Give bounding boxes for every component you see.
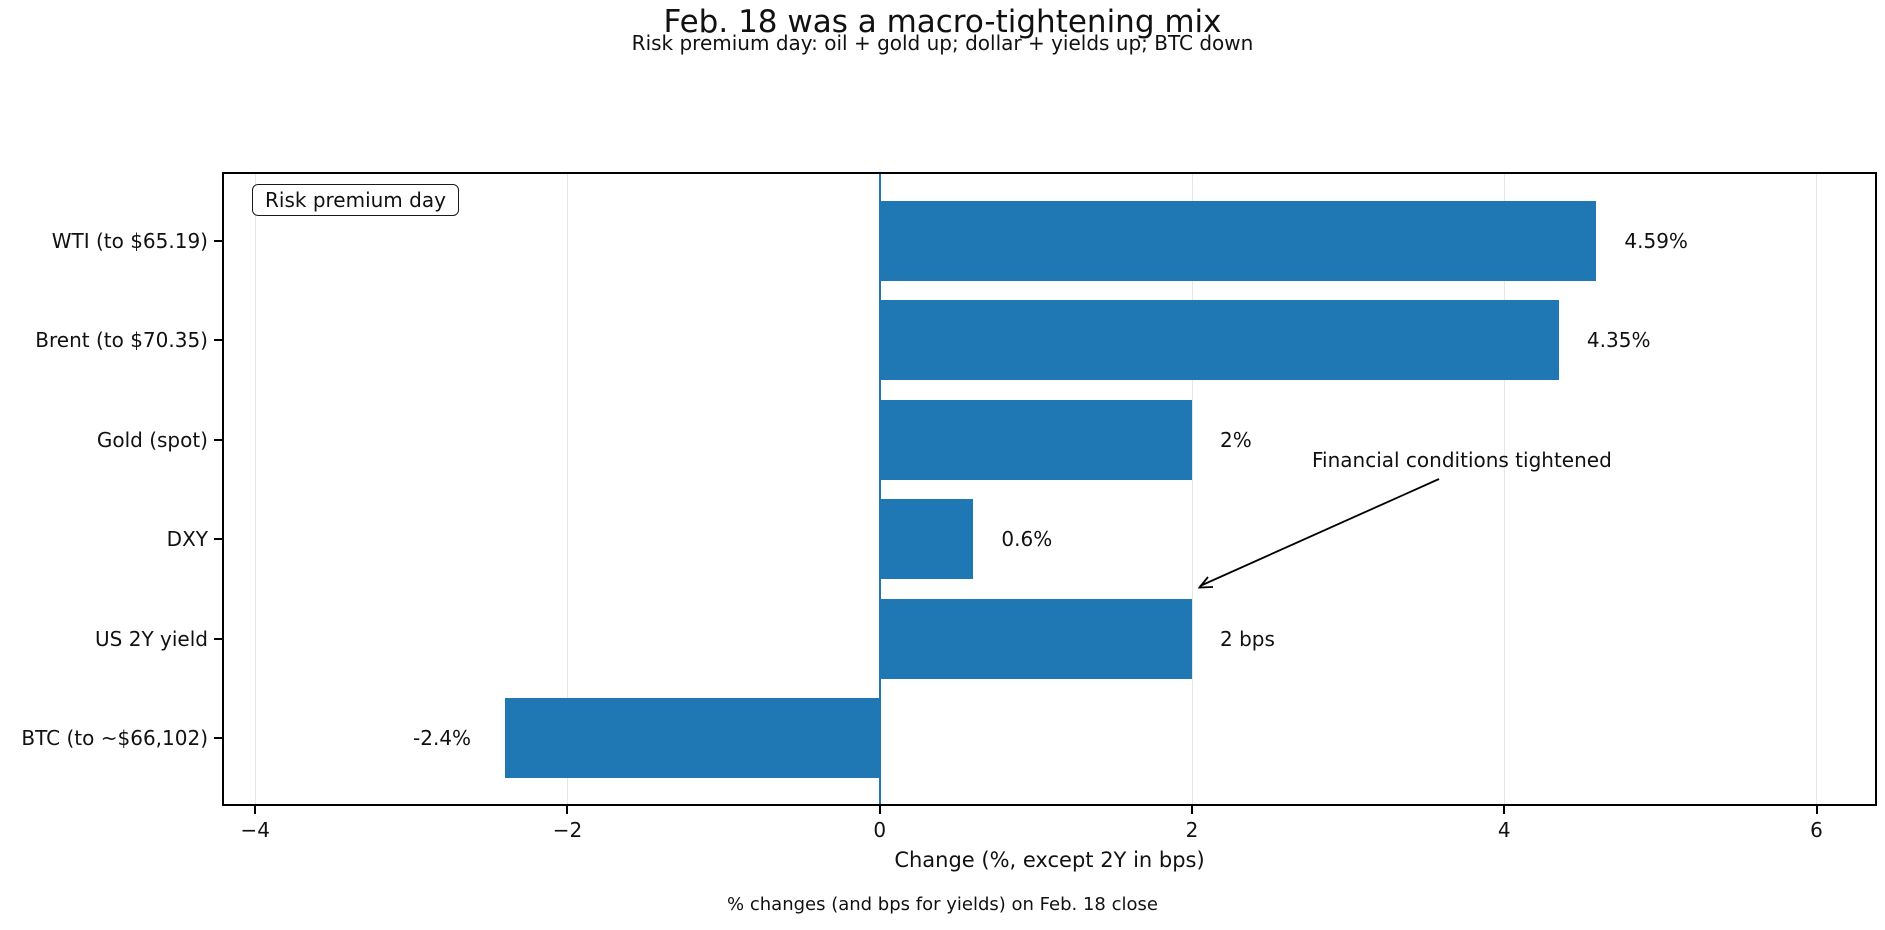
x-tick-label: 6 <box>1810 818 1823 842</box>
x-tick-mark <box>566 806 569 814</box>
y-axis-label: WTI (to $65.19) <box>51 229 208 253</box>
bar-value-label: 2% <box>1220 427 1252 452</box>
gridline <box>254 174 256 804</box>
x-tick-label: 0 <box>873 818 887 842</box>
y-tick-mark <box>214 240 222 242</box>
y-axis-label: Gold (spot) <box>96 427 208 452</box>
arrow-line <box>1199 478 1440 587</box>
x-tick-label: −2 <box>552 818 583 842</box>
x-tick-label: −4 <box>240 818 270 842</box>
x-tick-mark <box>254 806 257 814</box>
x-tick-mark <box>878 806 881 814</box>
x-axis-label: Change (%, except 2Y in bps) <box>894 848 1205 872</box>
gridline <box>566 174 568 804</box>
x-tick-mark <box>1191 806 1194 814</box>
y-axis-label: US 2Y yield <box>95 626 208 651</box>
bar <box>879 598 1192 679</box>
chart-subtitle: Risk premium day: oil + gold up; dollar … <box>631 31 1254 55</box>
gridline <box>1503 174 1505 804</box>
bar <box>879 201 1597 281</box>
bar-value-label: 2 bps <box>1220 626 1275 651</box>
bar <box>879 499 974 580</box>
chart-title: Feb. 18 was a macro-tightening mix <box>663 4 1222 40</box>
bar-value-label: 0.6% <box>1001 527 1053 552</box>
y-tick-mark <box>214 538 222 541</box>
y-axis-label: Brent (to $70.35) <box>35 328 208 353</box>
gridline <box>1816 174 1818 804</box>
x-tick-label: 2 <box>1185 818 1199 842</box>
y-tick-mark <box>214 438 222 441</box>
bar <box>879 399 1192 480</box>
bar-value-label: -2.4% <box>413 726 472 750</box>
annotation-text: Financial conditions tightened <box>1312 448 1612 472</box>
footnote: % changes (and bps for yields) on Feb. 1… <box>727 894 1158 915</box>
bar-value-label: 4.35% <box>1586 328 1651 353</box>
bar-value-label: 4.59% <box>1624 229 1688 253</box>
x-tick-label: 4 <box>1497 818 1511 842</box>
x-tick-mark <box>1503 806 1506 814</box>
bar <box>505 698 880 778</box>
y-tick-mark <box>214 737 222 739</box>
y-axis-label: BTC (to ~$66,102) <box>21 726 208 750</box>
legend: Risk premium day <box>252 184 459 216</box>
plot-area: 4.59% 4.35% 2% 0.6% 2 bps -2.4% −4 −2 0 2 4 6 WTI (… <box>21 172 1877 842</box>
x-tick-mark <box>1815 806 1818 814</box>
zero-axis-line <box>878 174 881 804</box>
legend-label: Risk premium day <box>265 188 446 212</box>
bar <box>879 300 1559 381</box>
y-tick-mark <box>214 637 222 640</box>
gridline <box>1191 174 1193 804</box>
y-tick-mark <box>214 339 222 342</box>
arrow-head-icon <box>1197 576 1214 589</box>
y-axis-label: DXY <box>166 527 208 552</box>
